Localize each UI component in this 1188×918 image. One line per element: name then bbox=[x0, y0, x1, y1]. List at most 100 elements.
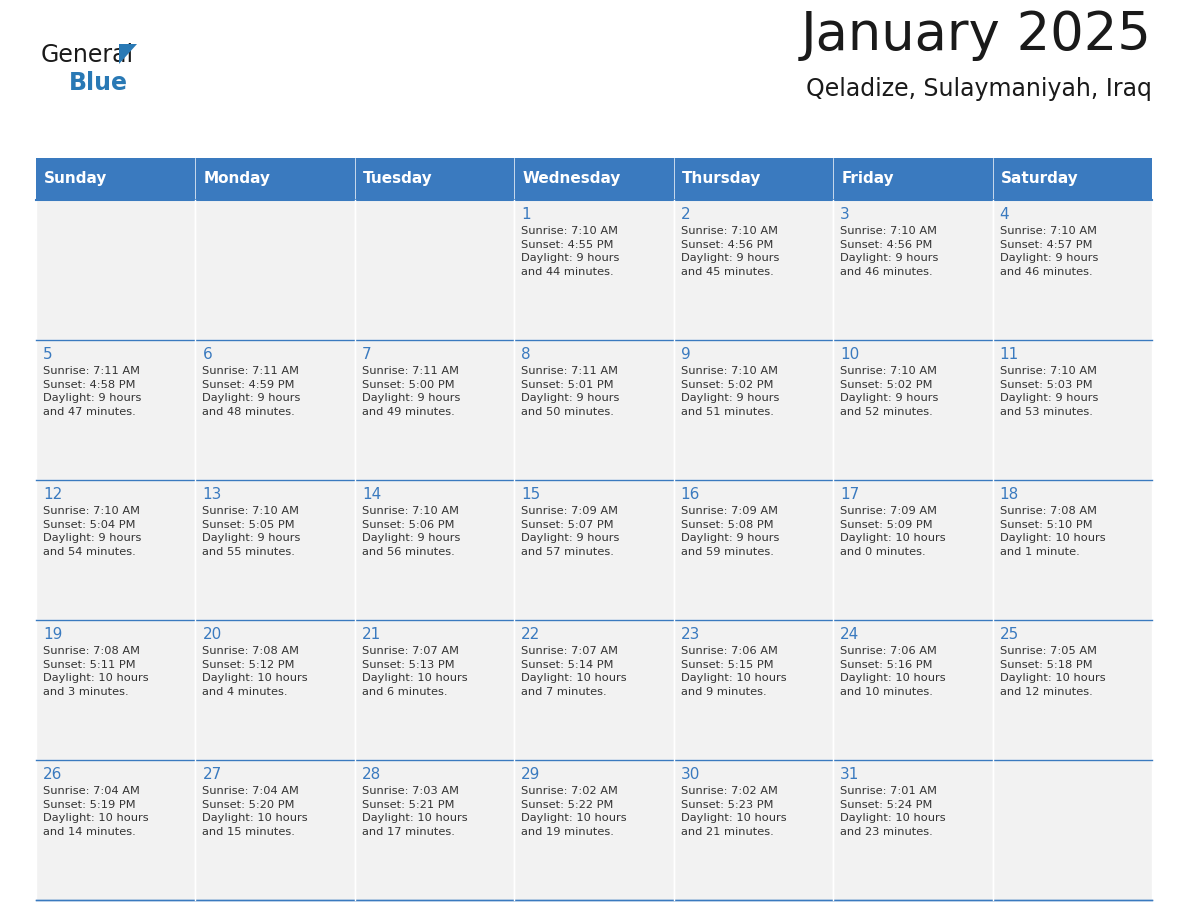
Text: Sunrise: 7:02 AM
Sunset: 5:22 PM
Daylight: 10 hours
and 19 minutes.: Sunrise: 7:02 AM Sunset: 5:22 PM Dayligh… bbox=[522, 786, 627, 837]
Text: 17: 17 bbox=[840, 487, 859, 502]
FancyBboxPatch shape bbox=[992, 480, 1152, 620]
FancyBboxPatch shape bbox=[674, 200, 833, 340]
Text: Sunrise: 7:10 AM
Sunset: 4:57 PM
Daylight: 9 hours
and 46 minutes.: Sunrise: 7:10 AM Sunset: 4:57 PM Dayligh… bbox=[999, 226, 1098, 277]
Text: Sunrise: 7:08 AM
Sunset: 5:10 PM
Daylight: 10 hours
and 1 minute.: Sunrise: 7:08 AM Sunset: 5:10 PM Dayligh… bbox=[999, 506, 1105, 557]
Text: 14: 14 bbox=[362, 487, 381, 502]
Text: General: General bbox=[42, 43, 134, 67]
FancyBboxPatch shape bbox=[674, 158, 833, 200]
Text: Blue: Blue bbox=[69, 71, 128, 95]
Text: 20: 20 bbox=[202, 627, 222, 642]
Text: Sunrise: 7:10 AM
Sunset: 4:56 PM
Daylight: 9 hours
and 45 minutes.: Sunrise: 7:10 AM Sunset: 4:56 PM Dayligh… bbox=[681, 226, 779, 277]
Text: 28: 28 bbox=[362, 767, 381, 782]
Text: 31: 31 bbox=[840, 767, 859, 782]
Text: Thursday: Thursday bbox=[682, 172, 762, 186]
FancyBboxPatch shape bbox=[355, 480, 514, 620]
Text: Sunrise: 7:07 AM
Sunset: 5:14 PM
Daylight: 10 hours
and 7 minutes.: Sunrise: 7:07 AM Sunset: 5:14 PM Dayligh… bbox=[522, 646, 627, 697]
Text: 11: 11 bbox=[999, 347, 1019, 362]
Text: Sunrise: 7:09 AM
Sunset: 5:09 PM
Daylight: 10 hours
and 0 minutes.: Sunrise: 7:09 AM Sunset: 5:09 PM Dayligh… bbox=[840, 506, 946, 557]
Text: 13: 13 bbox=[202, 487, 222, 502]
FancyBboxPatch shape bbox=[36, 340, 196, 480]
Text: 2: 2 bbox=[681, 207, 690, 222]
Text: 21: 21 bbox=[362, 627, 381, 642]
Text: 5: 5 bbox=[43, 347, 52, 362]
Text: Monday: Monday bbox=[203, 172, 271, 186]
Text: Sunrise: 7:04 AM
Sunset: 5:20 PM
Daylight: 10 hours
and 15 minutes.: Sunrise: 7:04 AM Sunset: 5:20 PM Dayligh… bbox=[202, 786, 308, 837]
Text: Sunrise: 7:08 AM
Sunset: 5:11 PM
Daylight: 10 hours
and 3 minutes.: Sunrise: 7:08 AM Sunset: 5:11 PM Dayligh… bbox=[43, 646, 148, 697]
Text: 22: 22 bbox=[522, 627, 541, 642]
Text: 4: 4 bbox=[999, 207, 1009, 222]
Text: Sunrise: 7:08 AM
Sunset: 5:12 PM
Daylight: 10 hours
and 4 minutes.: Sunrise: 7:08 AM Sunset: 5:12 PM Dayligh… bbox=[202, 646, 308, 697]
Text: 18: 18 bbox=[999, 487, 1019, 502]
FancyBboxPatch shape bbox=[355, 760, 514, 900]
FancyBboxPatch shape bbox=[36, 480, 196, 620]
FancyBboxPatch shape bbox=[674, 480, 833, 620]
FancyBboxPatch shape bbox=[992, 760, 1152, 900]
Text: Sunrise: 7:10 AM
Sunset: 5:06 PM
Daylight: 9 hours
and 56 minutes.: Sunrise: 7:10 AM Sunset: 5:06 PM Dayligh… bbox=[362, 506, 460, 557]
FancyBboxPatch shape bbox=[992, 158, 1152, 200]
FancyBboxPatch shape bbox=[514, 620, 674, 760]
Text: Sunrise: 7:10 AM
Sunset: 4:56 PM
Daylight: 9 hours
and 46 minutes.: Sunrise: 7:10 AM Sunset: 4:56 PM Dayligh… bbox=[840, 226, 939, 277]
FancyBboxPatch shape bbox=[196, 760, 355, 900]
FancyBboxPatch shape bbox=[674, 760, 833, 900]
FancyBboxPatch shape bbox=[196, 158, 355, 200]
Text: Sunrise: 7:06 AM
Sunset: 5:15 PM
Daylight: 10 hours
and 9 minutes.: Sunrise: 7:06 AM Sunset: 5:15 PM Dayligh… bbox=[681, 646, 786, 697]
Text: Sunrise: 7:04 AM
Sunset: 5:19 PM
Daylight: 10 hours
and 14 minutes.: Sunrise: 7:04 AM Sunset: 5:19 PM Dayligh… bbox=[43, 786, 148, 837]
FancyBboxPatch shape bbox=[514, 480, 674, 620]
FancyBboxPatch shape bbox=[992, 620, 1152, 760]
FancyBboxPatch shape bbox=[36, 158, 196, 200]
Text: Saturday: Saturday bbox=[1000, 172, 1079, 186]
Text: 23: 23 bbox=[681, 627, 700, 642]
Text: Sunrise: 7:10 AM
Sunset: 5:04 PM
Daylight: 9 hours
and 54 minutes.: Sunrise: 7:10 AM Sunset: 5:04 PM Dayligh… bbox=[43, 506, 141, 557]
FancyBboxPatch shape bbox=[833, 760, 992, 900]
FancyBboxPatch shape bbox=[992, 340, 1152, 480]
FancyBboxPatch shape bbox=[514, 158, 674, 200]
Text: Sunrise: 7:03 AM
Sunset: 5:21 PM
Daylight: 10 hours
and 17 minutes.: Sunrise: 7:03 AM Sunset: 5:21 PM Dayligh… bbox=[362, 786, 468, 837]
Text: Sunrise: 7:10 AM
Sunset: 5:02 PM
Daylight: 9 hours
and 51 minutes.: Sunrise: 7:10 AM Sunset: 5:02 PM Dayligh… bbox=[681, 366, 779, 417]
Text: 25: 25 bbox=[999, 627, 1019, 642]
FancyBboxPatch shape bbox=[833, 340, 992, 480]
Text: 16: 16 bbox=[681, 487, 700, 502]
FancyBboxPatch shape bbox=[514, 760, 674, 900]
Text: 29: 29 bbox=[522, 767, 541, 782]
Text: 10: 10 bbox=[840, 347, 859, 362]
Text: 1: 1 bbox=[522, 207, 531, 222]
Text: Sunrise: 7:07 AM
Sunset: 5:13 PM
Daylight: 10 hours
and 6 minutes.: Sunrise: 7:07 AM Sunset: 5:13 PM Dayligh… bbox=[362, 646, 468, 697]
Text: Sunrise: 7:10 AM
Sunset: 5:03 PM
Daylight: 9 hours
and 53 minutes.: Sunrise: 7:10 AM Sunset: 5:03 PM Dayligh… bbox=[999, 366, 1098, 417]
FancyBboxPatch shape bbox=[833, 158, 992, 200]
Text: Sunrise: 7:01 AM
Sunset: 5:24 PM
Daylight: 10 hours
and 23 minutes.: Sunrise: 7:01 AM Sunset: 5:24 PM Dayligh… bbox=[840, 786, 946, 837]
Text: Sunrise: 7:02 AM
Sunset: 5:23 PM
Daylight: 10 hours
and 21 minutes.: Sunrise: 7:02 AM Sunset: 5:23 PM Dayligh… bbox=[681, 786, 786, 837]
FancyBboxPatch shape bbox=[196, 620, 355, 760]
Text: Sunrise: 7:11 AM
Sunset: 4:59 PM
Daylight: 9 hours
and 48 minutes.: Sunrise: 7:11 AM Sunset: 4:59 PM Dayligh… bbox=[202, 366, 301, 417]
FancyBboxPatch shape bbox=[196, 340, 355, 480]
Text: 26: 26 bbox=[43, 767, 63, 782]
FancyBboxPatch shape bbox=[514, 200, 674, 340]
FancyBboxPatch shape bbox=[355, 158, 514, 200]
Text: Sunrise: 7:10 AM
Sunset: 4:55 PM
Daylight: 9 hours
and 44 minutes.: Sunrise: 7:10 AM Sunset: 4:55 PM Dayligh… bbox=[522, 226, 620, 277]
Text: Sunrise: 7:06 AM
Sunset: 5:16 PM
Daylight: 10 hours
and 10 minutes.: Sunrise: 7:06 AM Sunset: 5:16 PM Dayligh… bbox=[840, 646, 946, 697]
FancyBboxPatch shape bbox=[355, 200, 514, 340]
Text: Sunday: Sunday bbox=[44, 172, 107, 186]
FancyBboxPatch shape bbox=[36, 760, 196, 900]
Text: Sunrise: 7:11 AM
Sunset: 5:00 PM
Daylight: 9 hours
and 49 minutes.: Sunrise: 7:11 AM Sunset: 5:00 PM Dayligh… bbox=[362, 366, 460, 417]
FancyBboxPatch shape bbox=[355, 340, 514, 480]
Text: 27: 27 bbox=[202, 767, 222, 782]
Text: 8: 8 bbox=[522, 347, 531, 362]
Text: 6: 6 bbox=[202, 347, 213, 362]
FancyBboxPatch shape bbox=[196, 480, 355, 620]
Text: Sunrise: 7:11 AM
Sunset: 4:58 PM
Daylight: 9 hours
and 47 minutes.: Sunrise: 7:11 AM Sunset: 4:58 PM Dayligh… bbox=[43, 366, 141, 417]
Text: Qeladize, Sulaymaniyah, Iraq: Qeladize, Sulaymaniyah, Iraq bbox=[807, 77, 1152, 101]
Text: Sunrise: 7:10 AM
Sunset: 5:02 PM
Daylight: 9 hours
and 52 minutes.: Sunrise: 7:10 AM Sunset: 5:02 PM Dayligh… bbox=[840, 366, 939, 417]
Text: 24: 24 bbox=[840, 627, 859, 642]
FancyBboxPatch shape bbox=[833, 480, 992, 620]
Text: 30: 30 bbox=[681, 767, 700, 782]
Text: 15: 15 bbox=[522, 487, 541, 502]
Text: January 2025: January 2025 bbox=[801, 9, 1152, 61]
Text: Friday: Friday bbox=[841, 172, 893, 186]
FancyBboxPatch shape bbox=[674, 620, 833, 760]
Text: 3: 3 bbox=[840, 207, 849, 222]
Text: Sunrise: 7:05 AM
Sunset: 5:18 PM
Daylight: 10 hours
and 12 minutes.: Sunrise: 7:05 AM Sunset: 5:18 PM Dayligh… bbox=[999, 646, 1105, 697]
FancyBboxPatch shape bbox=[514, 340, 674, 480]
Text: Tuesday: Tuesday bbox=[362, 172, 432, 186]
Text: Sunrise: 7:10 AM
Sunset: 5:05 PM
Daylight: 9 hours
and 55 minutes.: Sunrise: 7:10 AM Sunset: 5:05 PM Dayligh… bbox=[202, 506, 301, 557]
FancyBboxPatch shape bbox=[36, 200, 196, 340]
